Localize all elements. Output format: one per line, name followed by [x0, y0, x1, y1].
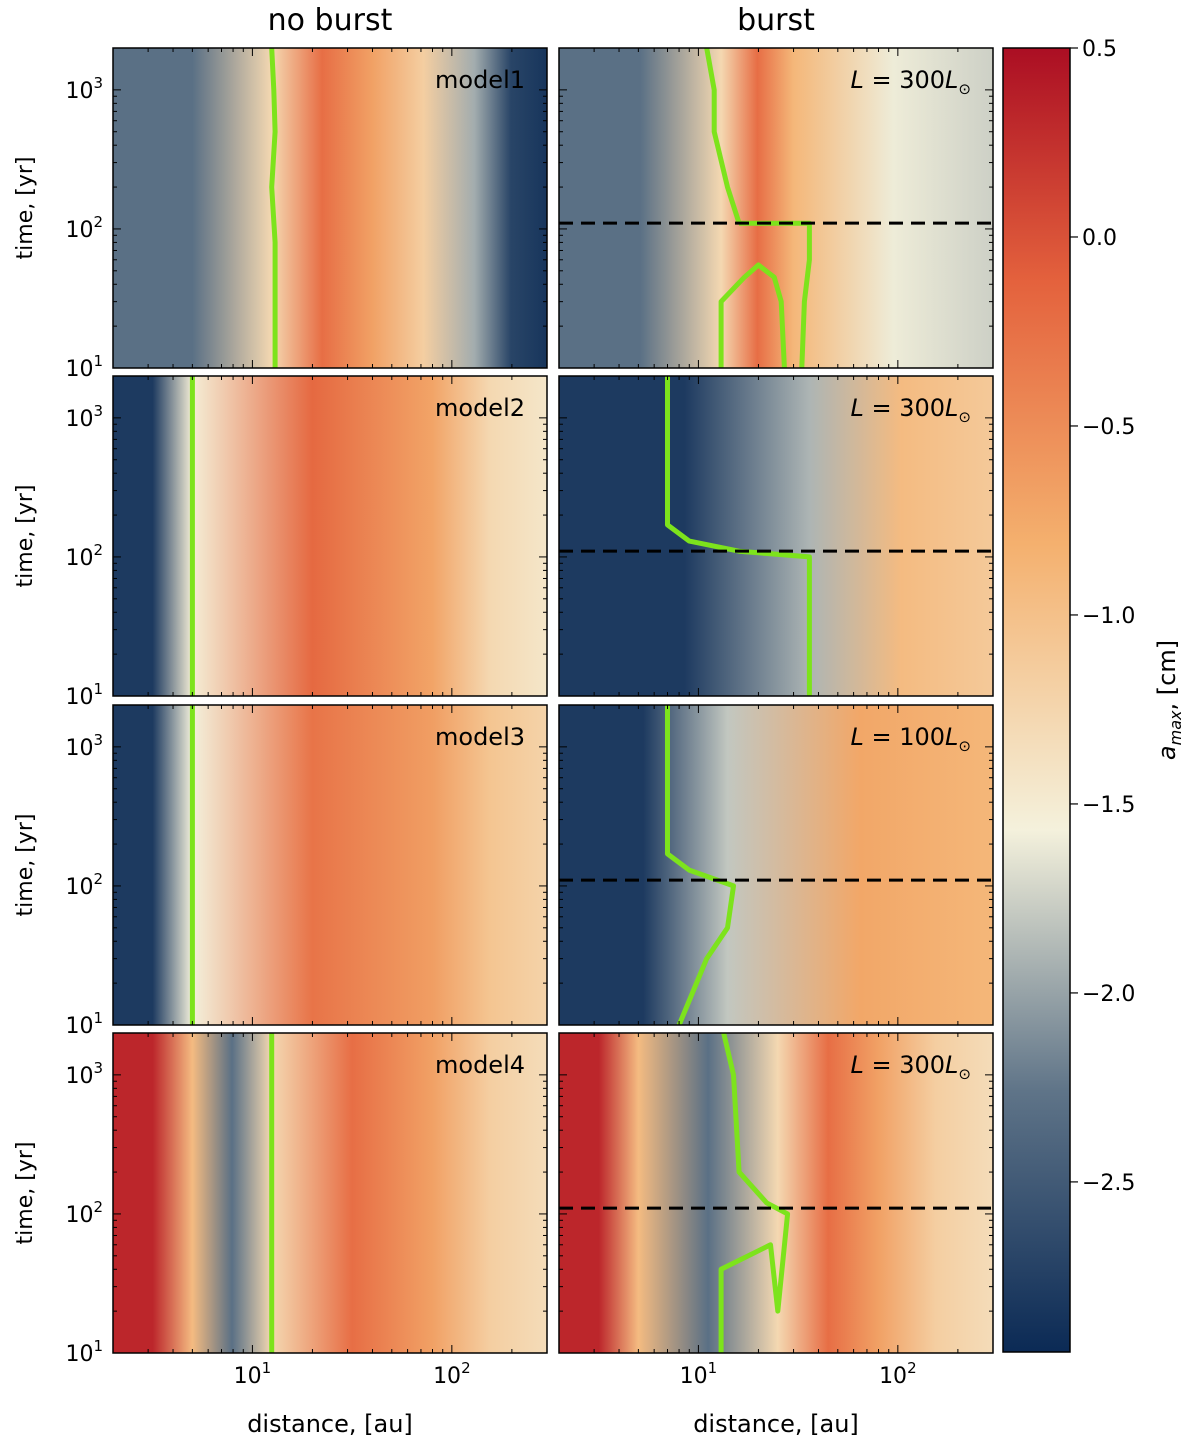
sublimation-front-line	[718, 1033, 791, 1353]
y-tick-label: 101	[65, 680, 103, 710]
panel-annotation: model4	[435, 1051, 525, 1079]
x-axis-label-left: distance, [au]	[247, 1410, 413, 1438]
x-tick-label: 102	[433, 1359, 471, 1389]
y-axis-label: time, [yr]	[13, 157, 38, 260]
colorbar-tick-label: 0.5	[1082, 37, 1117, 62]
y-tick-label: 101	[65, 1009, 103, 1039]
y-tick-label: 101	[65, 1337, 103, 1367]
y-tick-label: 102	[65, 1198, 103, 1228]
panel-frame	[558, 47, 994, 369]
panel-3-burst: L = 100L⊙	[558, 704, 994, 1026]
panel-1-no-burst: 101 102 103 time, [yr] model1	[13, 47, 548, 382]
sublimation-front-line	[665, 705, 736, 1025]
heatmap-field	[113, 705, 547, 1025]
y-axis-label: time, [yr]	[13, 485, 38, 588]
heatmap-field	[559, 48, 993, 368]
panel-3-no-burst: 101 102 103 time, [yr] model3	[13, 704, 548, 1039]
colorbar-tick-label: 0.0	[1082, 226, 1117, 251]
panel-annotation: model2	[435, 394, 525, 422]
x-axis-label-right: distance, [au]	[693, 1410, 859, 1438]
panel-frame	[112, 47, 548, 369]
colorbar-label: amax, [cm]	[1153, 640, 1185, 760]
luminosity-annotation: L = 300L⊙	[850, 394, 971, 426]
colorbar-tick-label: −2.5	[1082, 1171, 1135, 1196]
x-tick-label: 101	[234, 1359, 272, 1389]
panel-frame	[558, 1032, 994, 1354]
y-tick-label: 103	[65, 1059, 103, 1089]
panel-1-burst: L = 300L⊙	[558, 47, 994, 369]
colorbar-tick-label: −2.0	[1082, 982, 1135, 1007]
y-tick-label: 103	[65, 74, 103, 104]
panel-frame	[558, 704, 994, 1026]
panel-2-burst: L = 300L⊙	[558, 375, 994, 697]
heatmap-field	[113, 376, 547, 696]
column-title-burst: burst	[737, 3, 815, 38]
sublimation-front-line	[704, 48, 742, 224]
panel-frame	[112, 375, 548, 697]
y-axis-label: time, [yr]	[13, 814, 38, 917]
y-tick-label: 101	[65, 352, 103, 382]
heatmap-field	[113, 48, 547, 368]
panel-4-no-burst: 101 102 103 time, [yr] 101 102 model4	[13, 1032, 548, 1389]
panel-annotation: model1	[435, 66, 525, 94]
colorbar: 0.5 0.0 −0.5 −1.0 −1.5 −2.0 −2.5 amax, [cm]	[1002, 37, 1185, 1353]
heatmap-field	[559, 705, 993, 1025]
panel-frame	[112, 704, 548, 1026]
luminosity-annotation: L = 300L⊙	[850, 1051, 971, 1083]
panel-4-burst: 101 102 L = 300L⊙	[558, 1032, 994, 1389]
panels-group: 101 102 103 time, [yr] model1 L = 300L⊙ 101 102…	[13, 47, 994, 1389]
y-tick-label: 102	[65, 541, 103, 571]
sublimation-front-line	[718, 262, 787, 368]
heatmap-field	[113, 1033, 547, 1353]
y-tick-label: 102	[65, 213, 103, 243]
luminosity-annotation: L = 100L⊙	[850, 723, 971, 755]
colorbar-tick-label: −1.0	[1082, 604, 1135, 629]
panel-frame	[558, 375, 994, 697]
sublimation-front-line	[269, 48, 278, 368]
panel-frame	[112, 1032, 548, 1354]
colorbar-tick-label: −1.5	[1082, 793, 1135, 818]
y-tick-label: 103	[65, 731, 103, 761]
x-tick-label: 101	[680, 1359, 718, 1389]
panel-2-no-burst: 101 102 103 time, [yr] model2	[13, 375, 548, 710]
colorbar-gradient	[1002, 47, 1071, 1353]
heatmap-field	[559, 376, 993, 696]
luminosity-annotation: L = 300L⊙	[850, 66, 971, 98]
y-axis-label: time, [yr]	[13, 1142, 38, 1245]
column-title-no-burst: no burst	[268, 3, 393, 38]
y-tick-label: 103	[65, 402, 103, 432]
colorbar-tick-label: −0.5	[1082, 415, 1135, 440]
panel-annotation: model3	[435, 723, 525, 751]
y-tick-label: 102	[65, 870, 103, 900]
sublimation-front-line	[665, 376, 812, 696]
colorbar-ticks: 0.5 0.0 −0.5 −1.0 −1.5 −2.0 −2.5	[1070, 37, 1135, 1196]
x-tick-label: 102	[879, 1359, 917, 1389]
